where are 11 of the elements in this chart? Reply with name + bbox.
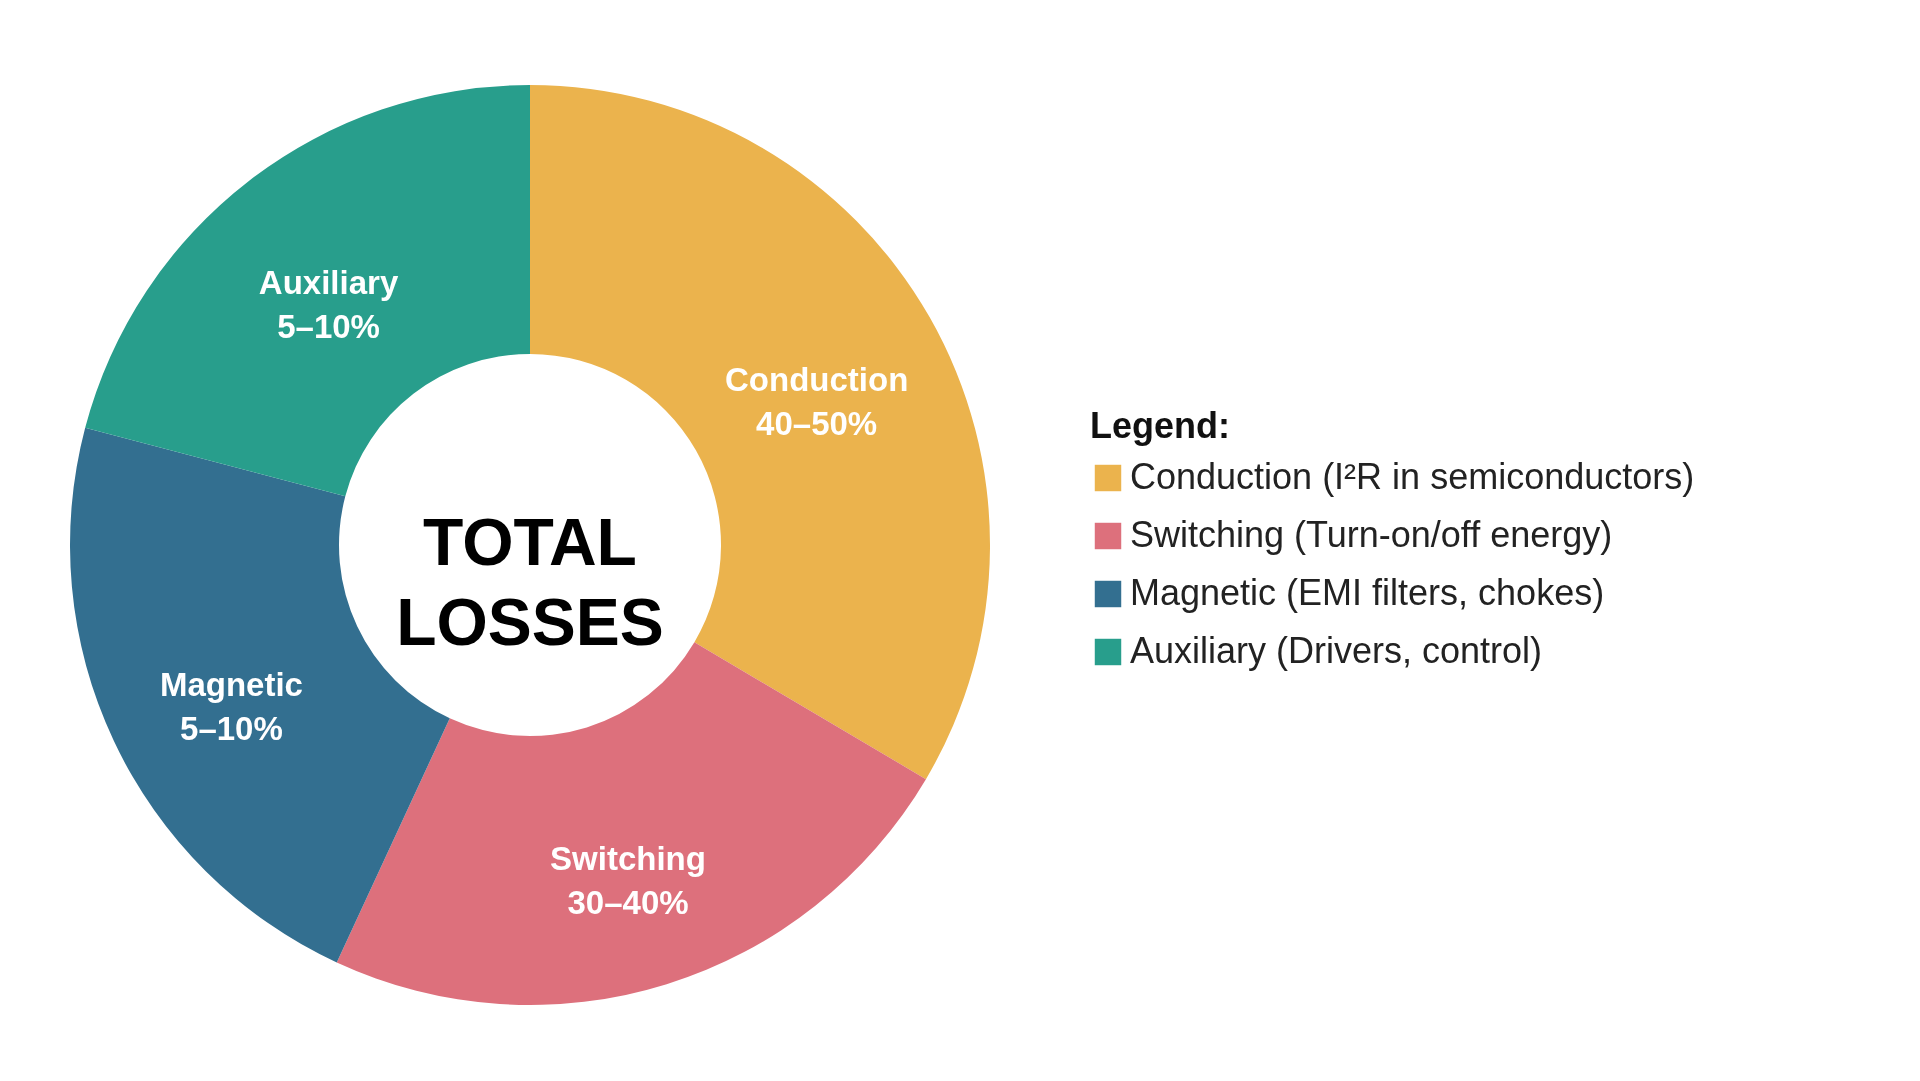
text: Conduction 40–50%	[725, 361, 909, 443]
legend-label: Switching (Turn-on/off energy)	[1130, 514, 1613, 555]
text: Switching 30–40%	[550, 840, 706, 922]
text: Auxiliary 5–10%	[258, 263, 399, 345]
legend-label: Magnetic (EMI filters, chokes)	[1130, 572, 1605, 613]
text: Magnetic 5–10%	[159, 665, 303, 747]
text: TOTAL LOSSES	[396, 505, 664, 659]
legend-label: Auxiliary (Drivers, control)	[1130, 630, 1543, 671]
legend-title: Legend:	[1090, 405, 1230, 446]
donut-slice	[85, 85, 530, 497]
legend-label: Conduction (I²R in semiconductors)	[1130, 456, 1695, 497]
